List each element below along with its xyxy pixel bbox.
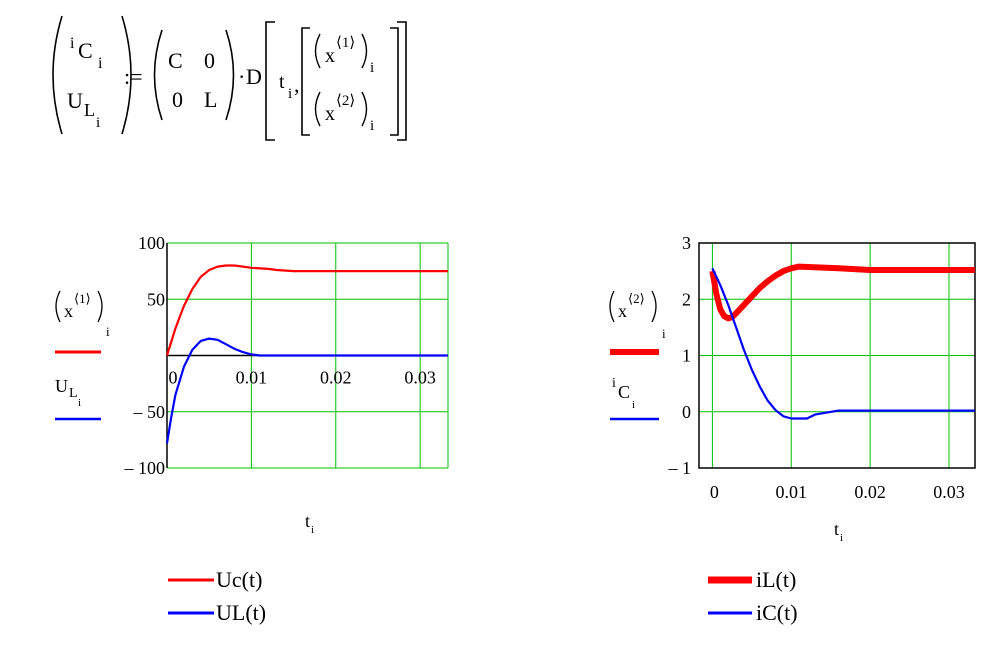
right-ylabel-1-right-paren — [651, 290, 657, 323]
left-xtick-label-3: 0.03 — [404, 368, 436, 388]
left-ylabel-1-sub: i — [106, 324, 110, 339]
left-xtick-label-0: 0 — [169, 368, 178, 388]
left-xtick-label-2: 0.02 — [320, 368, 352, 388]
right-xtick-label-3: 0.03 — [933, 482, 965, 502]
left-ytick-label-1: 50 — [147, 289, 165, 309]
right-ylabel-2-sub1: C — [618, 382, 630, 402]
right-plot-frame — [698, 242, 976, 469]
right-xtick-label-2: 0.02 — [854, 482, 886, 502]
left-ylabel-1-left-paren — [55, 290, 61, 323]
left-ylabel-2-sub1: L — [69, 386, 78, 401]
right-plot-ticks: 0 0.01 0.02 0.03 3 2 1 0 – 1 — [668, 233, 965, 502]
left-ytick-label-3: – 100 — [124, 458, 166, 478]
right-ylabel-1-base: x — [618, 301, 627, 321]
left-xtick-label-1: 0.01 — [236, 368, 268, 388]
right-ytick-label-2: 1 — [682, 346, 691, 366]
left-y-label-2: U L i — [55, 376, 81, 409]
left-ytick-label-0: 100 — [138, 233, 165, 253]
left-ylabel-2-base: U — [55, 376, 68, 396]
right-xlabel-base: t — [834, 519, 839, 539]
right-y-label-1: x ⟨2⟩ i — [609, 290, 666, 341]
right-ytick-label-1: 2 — [682, 289, 691, 309]
right-xtick-label-1: 0.01 — [776, 482, 808, 502]
right-ytick-label-3: 0 — [682, 402, 691, 422]
left-ylabel-2-sub2: i — [78, 397, 81, 409]
right-ylabel-2-base: i — [612, 376, 616, 391]
left-ytick-label-2: – 50 — [133, 402, 166, 422]
left-plot-series — [165, 264, 448, 444]
right-ylabel-1-sup: ⟨2⟩ — [628, 291, 645, 306]
left-series-0-line — [165, 264, 448, 356]
right-xtick-label-0: 0 — [710, 482, 719, 502]
right-ylabel-1-sub: i — [662, 326, 666, 341]
right-series-0-line — [709, 263, 975, 322]
right-ylabel-1-left-paren — [609, 290, 615, 323]
right-ytick-label-4: – 1 — [668, 458, 692, 478]
right-series-1-line — [711, 267, 975, 420]
left-series-1-line — [165, 337, 448, 444]
left-plot-ticks: 0 0.01 0.02 0.03 100 50 – 50 – 100 — [124, 233, 436, 478]
right-xlabel-sub: i — [840, 532, 843, 544]
left-xlabel-base: t — [305, 511, 310, 531]
left-xlabel-sub: i — [311, 524, 314, 536]
right-y-label-2: i C i — [612, 376, 635, 411]
right-ylabel-2-sub2: i — [632, 399, 635, 411]
left-ylabel-1-right-paren — [97, 290, 103, 323]
right-ytick-label-0: 3 — [682, 233, 691, 253]
left-ylabel-1-base: x — [64, 301, 73, 321]
right-plot-series — [709, 263, 975, 420]
left-y-label-1: x ⟨1⟩ i — [55, 290, 110, 339]
left-ylabel-1-sup: ⟨1⟩ — [74, 291, 91, 306]
right-plot-grid — [698, 242, 976, 469]
